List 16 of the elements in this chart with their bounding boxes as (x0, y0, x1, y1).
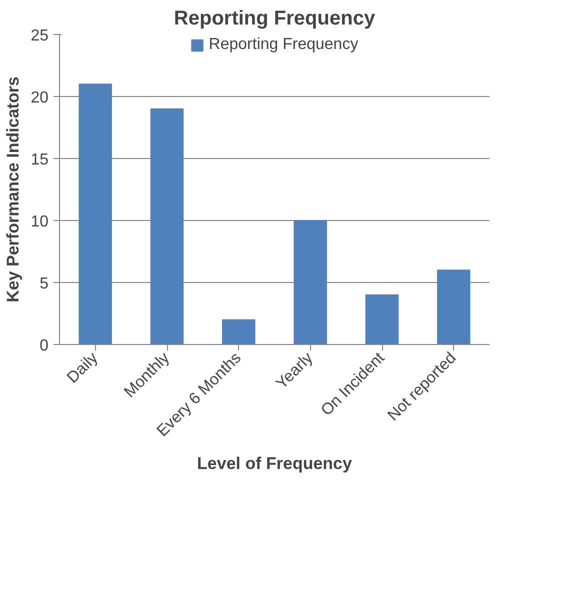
legend-label: Reporting Frequency (208, 36, 358, 54)
y-tick-label: 10 (30, 214, 49, 230)
bar (150, 108, 184, 344)
y-tick-label: 20 (30, 90, 49, 106)
chart-title: Reporting Frequency (174, 8, 376, 30)
y-tick-label: 0 (40, 338, 49, 354)
bar (78, 84, 112, 344)
y-axis-title: Key Performance Indicators (4, 76, 23, 302)
bar (365, 294, 399, 344)
x-axis-title: Level of Frequency (197, 454, 353, 474)
bar (294, 220, 327, 344)
y-tick-label: 5 (40, 276, 49, 292)
bar (437, 270, 470, 344)
bar (222, 319, 256, 344)
y-tick-label: 15 (30, 152, 49, 168)
y-tick-label: 25 (30, 28, 49, 44)
